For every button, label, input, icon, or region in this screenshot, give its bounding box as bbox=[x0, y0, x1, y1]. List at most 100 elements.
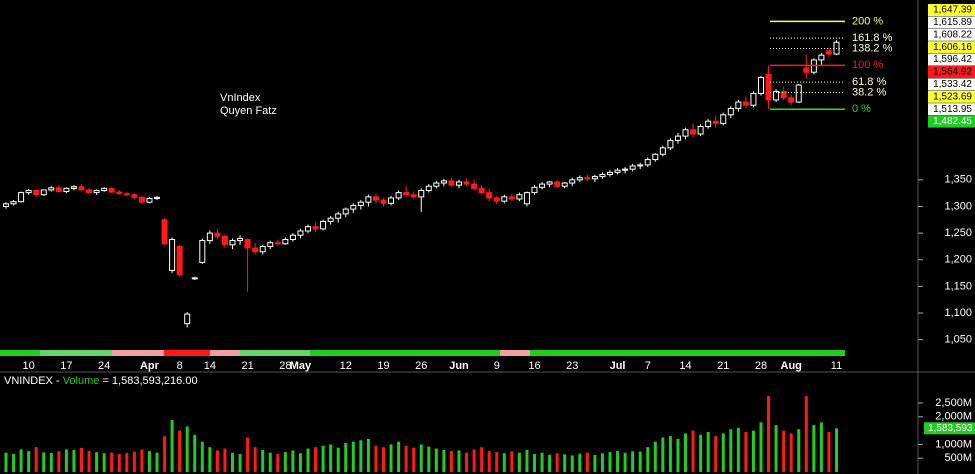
volume-bar bbox=[170, 420, 174, 472]
candle-body bbox=[282, 239, 289, 245]
volume-bar bbox=[676, 438, 680, 472]
price-tag-label: 1,564.92 bbox=[933, 67, 972, 78]
candle-body bbox=[516, 194, 523, 200]
candle-body bbox=[735, 101, 742, 109]
volume-bar bbox=[706, 432, 710, 472]
volume-bar bbox=[533, 454, 536, 472]
volume-bar bbox=[759, 422, 763, 472]
price-tag-label: 1,523.69 bbox=[933, 91, 972, 102]
volume-bar bbox=[774, 425, 778, 472]
volume-bar bbox=[563, 454, 567, 472]
volume-bar bbox=[314, 447, 318, 472]
volume-bar bbox=[751, 430, 755, 472]
candle-body bbox=[184, 313, 191, 325]
candle-body bbox=[320, 220, 327, 230]
candle-body bbox=[55, 187, 62, 193]
candle-body bbox=[274, 242, 281, 245]
volume-bar bbox=[132, 451, 136, 472]
volume-bar bbox=[178, 430, 182, 472]
volume-bar bbox=[163, 436, 167, 472]
annotation: Quyen Fatz bbox=[220, 105, 277, 117]
candle-body bbox=[93, 189, 100, 194]
candle-body bbox=[607, 171, 613, 175]
volume-bar bbox=[268, 452, 272, 472]
x-tick-label: 9 bbox=[494, 360, 500, 372]
volume-bar bbox=[64, 449, 68, 472]
volume-bar bbox=[668, 436, 672, 472]
candle-body bbox=[440, 180, 447, 184]
candle-body bbox=[214, 232, 221, 237]
candle-body bbox=[825, 50, 832, 55]
volume-bar bbox=[744, 432, 748, 472]
x-tick-label: 26 bbox=[415, 360, 427, 372]
candle-body bbox=[357, 201, 364, 206]
volume-header: VNINDEX - Volume = 1,583,593,216.00 bbox=[4, 375, 198, 387]
candle-body bbox=[674, 135, 681, 141]
candle-body bbox=[425, 185, 432, 191]
volume-bar bbox=[87, 451, 91, 472]
candle-body bbox=[554, 181, 561, 187]
volume-bar bbox=[691, 430, 695, 472]
annotation: VnIndex bbox=[220, 92, 261, 104]
candle-body bbox=[335, 213, 342, 219]
y-tick-label: 1,150 bbox=[944, 280, 972, 292]
volume-bar bbox=[714, 436, 718, 472]
candle-body bbox=[659, 147, 666, 155]
candle-body bbox=[584, 177, 591, 180]
volume-bar bbox=[419, 444, 423, 472]
x-tick-label: 24 bbox=[98, 360, 110, 372]
volume-bar bbox=[638, 451, 642, 472]
x-tick-label: Apr bbox=[140, 360, 160, 372]
volume-bar bbox=[495, 452, 499, 472]
volume-bar bbox=[804, 396, 808, 472]
volume-bar bbox=[253, 447, 257, 472]
volume-bar bbox=[449, 451, 453, 472]
volume-bar bbox=[382, 447, 385, 472]
candle-body bbox=[18, 192, 25, 203]
candle-body bbox=[108, 187, 115, 193]
volume-bar bbox=[631, 451, 635, 472]
candle-body bbox=[705, 120, 712, 128]
price-tag bbox=[928, 28, 975, 41]
candle-body bbox=[229, 240, 236, 246]
x-tick-label: 16 bbox=[528, 360, 540, 372]
candle-body bbox=[70, 186, 77, 189]
candle-body bbox=[33, 189, 40, 196]
candle-body bbox=[101, 187, 108, 191]
price-tag bbox=[928, 90, 975, 103]
volume-bar bbox=[812, 425, 816, 472]
volume-bar bbox=[736, 427, 740, 472]
candle-body bbox=[463, 181, 470, 185]
candle-body bbox=[297, 230, 304, 236]
candle-body bbox=[433, 182, 440, 187]
candle-body bbox=[614, 169, 621, 173]
candle-body bbox=[508, 196, 515, 200]
fib-label: 138.2 % bbox=[852, 42, 893, 54]
volume-bar bbox=[412, 447, 416, 472]
volume-bar bbox=[336, 447, 340, 472]
x-tick-label: Aug bbox=[781, 360, 802, 372]
price-tag-label: 1,608.22 bbox=[933, 29, 972, 40]
x-tick-label: 14 bbox=[204, 360, 216, 372]
volume-bar bbox=[646, 447, 650, 472]
candle-body bbox=[712, 120, 719, 124]
candle-body bbox=[758, 77, 764, 95]
candle-body bbox=[652, 153, 659, 161]
volume-bar bbox=[548, 454, 552, 472]
volume-bar bbox=[49, 452, 53, 472]
x-tick-label: Jun bbox=[449, 360, 469, 372]
x-tick-label: 21 bbox=[717, 360, 729, 372]
candle-body bbox=[388, 197, 395, 204]
candle-body bbox=[63, 187, 70, 193]
candle-body bbox=[523, 192, 530, 205]
candle-body bbox=[48, 187, 55, 191]
price-tag bbox=[928, 66, 975, 78]
volume-bar bbox=[329, 444, 333, 472]
volume-bar bbox=[223, 448, 227, 472]
candle-body bbox=[599, 174, 606, 178]
candle-body bbox=[10, 201, 17, 205]
candle-body bbox=[456, 181, 462, 186]
volume-bar bbox=[42, 452, 46, 472]
candle-body bbox=[410, 194, 417, 198]
volume-bar bbox=[72, 449, 76, 472]
